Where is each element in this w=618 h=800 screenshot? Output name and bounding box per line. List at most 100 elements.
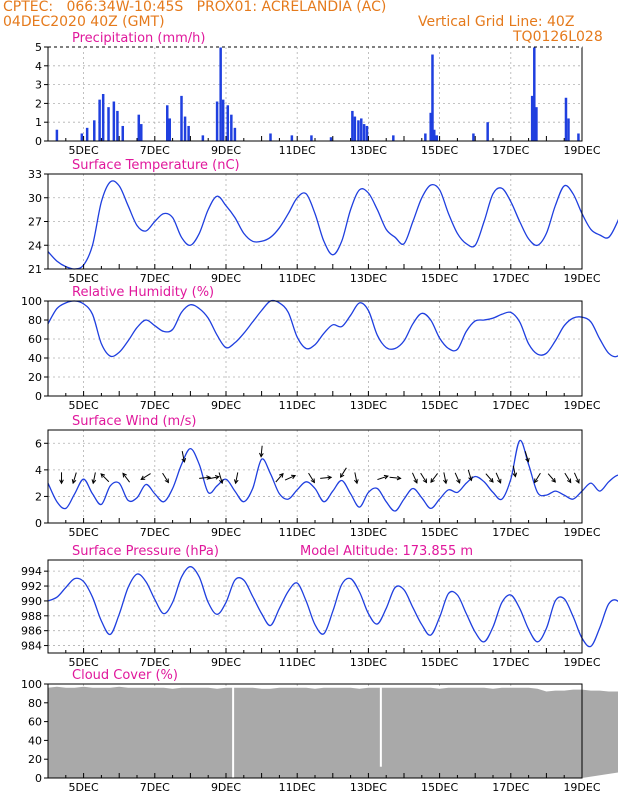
y-tick-label: 80 [28,314,42,327]
precip-bar [486,122,489,141]
precip-bar [187,125,190,141]
precip-bar [168,118,172,141]
y-tick-label: 0 [35,135,42,148]
x-tick-label: 5DEC [69,144,99,157]
y-tick-label: 24 [28,239,42,252]
x-tick-label: 9DEC [211,656,241,669]
model-altitude-label: Model Altitude: 173.855 m [300,544,473,559]
precip-bar [433,129,436,141]
wind-arrow [275,472,284,483]
x-tick-label: 7DEC [140,144,170,157]
y-tick-label: 4 [35,60,42,73]
wind-arrow [181,451,187,463]
precip-bar [219,47,222,141]
panel-title: Surface Wind (m/s) [72,414,196,429]
wind-arrow [430,473,438,484]
precip-bar [269,133,272,141]
y-tick-label: 986 [21,625,42,638]
header-station-line: CPTEC: 066:34W-10:45S PROX01: ACRELANDIA… [3,0,387,15]
wind-arrow [495,472,502,484]
wind-arrow [534,472,541,484]
series-line [47,299,618,358]
y-tick-label: 988 [21,610,42,623]
x-tick-label: 7DEC [140,656,170,669]
y-tick-label: 2 [35,490,42,503]
wind-arrow [218,472,224,485]
x-tick-label: 17DEC [492,781,529,794]
y-tick-label: 990 [21,595,42,608]
panel-title: Cloud Cover (%) [72,668,178,683]
y-tick-label: 2 [35,97,42,110]
wind-arrow [354,472,359,485]
wind-arrow [389,475,402,481]
x-tick-label: 7DEC [140,272,170,285]
x-tick-label: 19DEC [563,144,600,157]
x-tick-label: 7DEC [140,399,170,412]
wind-arrow [411,472,418,484]
panel-3: 0 20 40 60 80 100 5DEC 7DEC 9DEC 11DEC 13DEC 15DEC 1… [21,285,618,412]
panel-title: Surface Pressure (hPa) [72,544,219,559]
precip-bar [564,97,568,141]
y-tick-label: 40 [28,352,42,365]
wind-arrow [420,472,428,484]
x-tick-label: 11DEC [279,399,316,412]
y-tick-label: 80 [28,697,42,710]
precip-bar [577,133,580,141]
wind-arrow [564,472,572,484]
wind-arrow [308,472,315,484]
precip-bar [362,124,366,141]
wind-arrow [573,472,580,484]
precip-bar [435,135,439,141]
wind-arrow [320,475,333,480]
panel-2: 21 24 27 30 33 5DEC 7DEC 9DEC 11DEC 13DEC 15DEC 17D… [28,158,618,285]
x-tick-label: 5DEC [69,272,99,285]
precip-bar [85,127,89,141]
precip-bar [183,116,187,141]
x-tick-label: 7DEC [140,781,170,794]
x-tick-label: 19DEC [563,526,600,539]
x-tick-label: 5DEC [69,781,99,794]
panel-title: Relative Humidity (%) [72,285,214,300]
precip-bar [329,137,333,141]
precip-bar [365,125,369,141]
wind-arrow [377,474,389,481]
wind-arrow [340,467,347,478]
panel-title: Precipitation (mm/h) [72,31,205,46]
cloud-cover-area [48,686,618,778]
y-tick-label: 20 [28,371,42,384]
precip-bar [140,124,143,141]
wind-arrow [122,472,131,483]
series-line [47,180,618,270]
wind-arrow [259,445,264,458]
wind-arrow [199,475,212,480]
precip-bar [353,116,357,141]
x-tick-label: 11DEC [279,781,316,794]
x-tick-label: 17DEC [492,526,529,539]
x-tick-label: 15DEC [421,272,458,285]
precip-bar [93,120,96,141]
wind-arrow [162,472,169,484]
panel-frame [47,46,583,142]
y-tick-label: 984 [21,640,42,653]
panel-6: 0 20 40 60 80 100 5DEC 7DEC 9DEC 11DEC 13DEC 15DEC 1… [21,668,618,794]
x-tick-label: 5DEC [69,526,99,539]
x-tick-label: 17DEC [492,399,529,412]
y-tick-label: 0 [35,517,42,530]
y-tick-label: 0 [35,390,42,403]
precip-bar [424,133,427,141]
header-model-code: TQ0126L028 [513,29,603,45]
x-tick-label: 13DEC [350,781,387,794]
cloud-cover-gap [232,684,235,778]
wind-arrow [284,474,297,481]
y-tick-label: 992 [21,580,42,593]
x-tick-label: 9DEC [211,144,241,157]
precip-bar [116,110,119,141]
x-tick-label: 17DEC [492,272,529,285]
precip-bar [351,110,354,141]
x-tick-label: 19DEC [563,272,600,285]
x-tick-label: 11DEC [279,526,316,539]
x-tick-label: 15DEC [421,781,458,794]
wind-arrow [512,465,518,478]
y-tick-label: 20 [28,753,42,766]
